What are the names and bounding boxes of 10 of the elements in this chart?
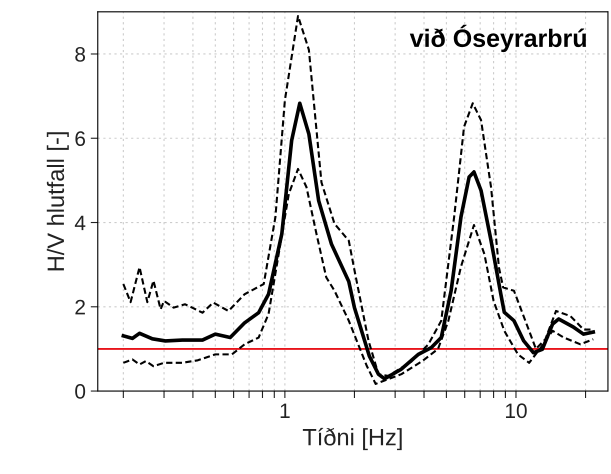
y-tick-label: 0 bbox=[75, 384, 86, 399]
y-tick-label: 8 bbox=[75, 46, 86, 62]
y-tick-label: 2 bbox=[75, 300, 85, 314]
x-tick-label: 10 bbox=[506, 403, 527, 418]
y-tick-label: 6 bbox=[75, 131, 86, 146]
annotation: við Óseyrarbrú bbox=[410, 24, 586, 52]
y-axis-title: H/V hlutfall [-] bbox=[46, 132, 69, 270]
x-tick-label: 1 bbox=[280, 404, 290, 418]
x-axis-title: Tíðni [Hz] bbox=[302, 428, 402, 450]
y-tick-label: 4 bbox=[74, 216, 86, 230]
